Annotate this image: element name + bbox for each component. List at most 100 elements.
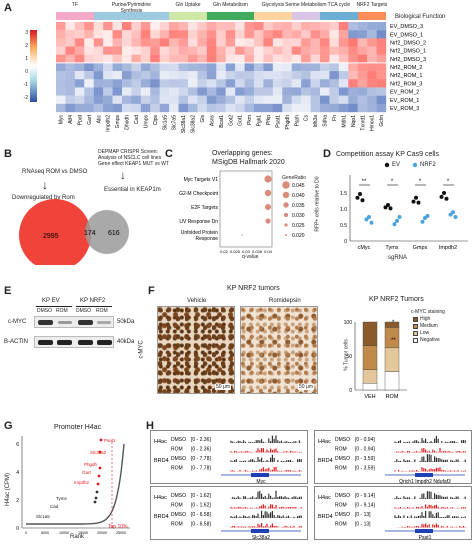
track-signal bbox=[230, 454, 302, 462]
heatmap-cell bbox=[235, 38, 245, 47]
heatmap-cell bbox=[320, 22, 330, 31]
heatmap-cell bbox=[93, 30, 104, 39]
heatmap-cell bbox=[112, 87, 123, 96]
heatmap-cell bbox=[348, 95, 358, 105]
heatmap-cell bbox=[74, 62, 85, 72]
heatmap-cell bbox=[216, 54, 226, 64]
track-range-label: [0 - 9.14] bbox=[355, 503, 375, 509]
track-range-label: [0 - 0.94] bbox=[355, 437, 375, 443]
heatmap-gene-label: Nqo1 bbox=[351, 115, 357, 127]
track-condition-label: DMSO bbox=[335, 456, 350, 462]
heatmap-row-label: Nrf2_DMSO_3 bbox=[390, 57, 426, 63]
enrichment-term: Response bbox=[195, 236, 218, 242]
heatmap-cell bbox=[338, 22, 349, 31]
lane-label: DMSO bbox=[37, 308, 52, 314]
track-condition-label: ROM bbox=[335, 522, 347, 528]
rank-panel: Promoter H4ac 0 2 4 6 0 5000 10000 15000 20000 25… bbox=[0, 418, 140, 544]
heatmap-cell bbox=[140, 87, 151, 96]
heatmap-cell bbox=[244, 46, 255, 55]
heatmap-cell bbox=[225, 22, 236, 31]
enrichment-frame bbox=[219, 170, 273, 248]
heatmap-cell bbox=[310, 71, 321, 80]
heatmap-gene-label: Gart bbox=[87, 114, 93, 124]
heatmap-gene-label: Gmps bbox=[115, 115, 121, 129]
category-strip bbox=[56, 12, 386, 20]
track-mark-label: H4ac bbox=[154, 495, 167, 501]
ev-point bbox=[442, 191, 446, 195]
heatmap-cell bbox=[178, 54, 189, 64]
track-signal bbox=[394, 491, 466, 499]
panel-b-label: B bbox=[4, 148, 12, 160]
heatmap-cell bbox=[169, 62, 179, 72]
track-condition-label: ROM bbox=[171, 466, 183, 472]
heatmap-cell bbox=[320, 46, 330, 55]
gene-name: Psat1 bbox=[419, 535, 432, 541]
heatmap-cell bbox=[131, 79, 142, 88]
y-tick: 2 bbox=[16, 498, 19, 504]
track-signal bbox=[230, 490, 302, 499]
heatmap-gene-label: Asns bbox=[209, 115, 215, 127]
heatmap-cell bbox=[74, 79, 85, 88]
heatmap-cell bbox=[216, 71, 226, 80]
heatmap-cell bbox=[338, 95, 349, 105]
heatmap-cell bbox=[197, 62, 208, 72]
heatmap-cell bbox=[357, 38, 368, 47]
heatmap-cell bbox=[93, 22, 104, 31]
heatmap-cell bbox=[225, 71, 236, 80]
colorbar-tick: -1 bbox=[23, 82, 28, 88]
heatmap-cell bbox=[84, 38, 94, 47]
heatmap-cell bbox=[150, 22, 160, 31]
heatmap-cell bbox=[56, 87, 66, 96]
heatmap-cell bbox=[103, 62, 113, 72]
track-mark-label: BRD4 bbox=[154, 514, 169, 520]
heatmap-cell bbox=[84, 79, 94, 88]
heatmap-cell bbox=[197, 87, 208, 96]
heatmap-cell bbox=[225, 46, 236, 55]
heatmap-cell bbox=[329, 38, 340, 47]
heatmap-gene-label: Hmox1 bbox=[370, 115, 376, 131]
sig-mark: * bbox=[419, 179, 422, 185]
track-range-label: [0 - 6.58] bbox=[191, 512, 211, 518]
heatmap-cell bbox=[272, 38, 283, 47]
heatmap-cell bbox=[272, 30, 283, 39]
stack-segment bbox=[362, 369, 378, 384]
heatmap-cell bbox=[272, 79, 283, 88]
heatmap-cell bbox=[188, 95, 198, 105]
heatmap-cell bbox=[74, 87, 85, 96]
enrichment-xlabel: q-value bbox=[242, 254, 259, 260]
heatmap-cell bbox=[206, 71, 217, 80]
heatmap-cell bbox=[65, 87, 76, 96]
heatmap-panel: 3 2 1 0 -1 -2 TF Purine/Pyrimidine Synthesis Gl… bbox=[0, 0, 474, 140]
group-nrf2-label: KP NRF2 bbox=[80, 298, 106, 304]
heatmap-cell bbox=[159, 95, 170, 105]
x-tick: 0 bbox=[25, 531, 27, 535]
heatmap-cell bbox=[291, 79, 302, 88]
heatmap-cell bbox=[367, 30, 377, 39]
legend-ev: EV bbox=[392, 162, 401, 168]
heatmap-cell bbox=[367, 38, 377, 47]
enrichment-term: G2-M Checkpoint bbox=[179, 191, 219, 197]
heatmap-cell bbox=[206, 54, 217, 64]
heatmap-cell bbox=[367, 71, 377, 80]
heatmap-cell bbox=[169, 22, 179, 31]
scale-bar-label: 50 μm bbox=[215, 384, 231, 390]
heatmap-cell bbox=[178, 22, 189, 31]
track-signal bbox=[230, 504, 302, 509]
heatmap-cell bbox=[329, 71, 340, 80]
heatmap-gene-label: Slc1a5 bbox=[162, 115, 168, 131]
legend-value: 0.025 bbox=[292, 223, 305, 229]
heatmap-cell bbox=[244, 38, 255, 47]
heatmap-cell bbox=[216, 22, 226, 31]
heatmap-cell bbox=[310, 38, 321, 47]
nrf2-point bbox=[451, 210, 455, 215]
heatmap-cell bbox=[103, 95, 113, 105]
heatmap-cell bbox=[131, 95, 142, 105]
panel-h-label: H bbox=[146, 420, 154, 432]
heatmap-cell bbox=[282, 38, 292, 47]
heatmap-cell bbox=[216, 95, 226, 105]
gene-point bbox=[98, 450, 102, 454]
heatmap-cell bbox=[131, 87, 142, 96]
gene-label: Impdh2 bbox=[74, 480, 90, 485]
heatmap-cell bbox=[348, 22, 358, 31]
